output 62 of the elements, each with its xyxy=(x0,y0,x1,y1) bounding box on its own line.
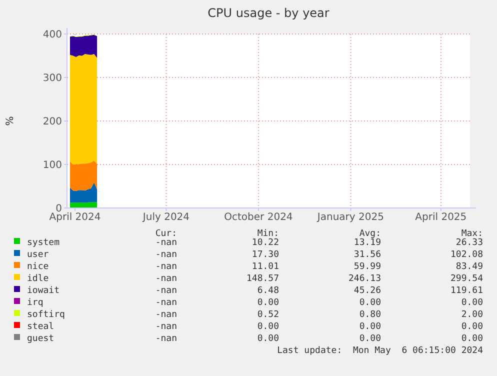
text: -nan xyxy=(155,334,177,344)
legend-label: user xyxy=(27,250,50,260)
x-tick-label: July 2024 xyxy=(142,212,190,223)
text: 31.56 xyxy=(354,250,381,260)
text: 0.00 xyxy=(359,322,381,332)
y-tick-label: 300 xyxy=(42,73,62,84)
text: 246.13 xyxy=(348,274,381,284)
x-tick-label: January 2025 xyxy=(316,212,384,223)
text: 2.00 xyxy=(461,310,483,320)
text: 0.80 xyxy=(359,310,381,320)
text: 6.48 xyxy=(257,286,279,296)
text: -nan xyxy=(155,322,177,332)
text: 0.00 xyxy=(257,298,279,308)
legend-label: system xyxy=(27,238,60,248)
y-axis-title: % xyxy=(5,116,16,126)
text: -nan xyxy=(155,250,177,260)
legend-label: idle xyxy=(27,274,49,284)
text: 83.49 xyxy=(456,262,483,272)
legend-label: steal xyxy=(27,322,54,332)
text: 10.22 xyxy=(252,238,279,248)
text: 0.00 xyxy=(257,322,279,332)
text: 0.52 xyxy=(257,310,279,320)
text: 13.19 xyxy=(354,238,381,248)
text: Max: xyxy=(461,229,483,239)
text: 0.00 xyxy=(461,322,483,332)
text: -nan xyxy=(155,310,177,320)
text: Min: xyxy=(257,229,279,239)
text: -nan xyxy=(155,238,177,248)
text: 45.26 xyxy=(354,286,381,296)
x-tick-label: April 2025 xyxy=(415,212,467,223)
text: 11.01 xyxy=(252,262,279,272)
legend-label: nice xyxy=(27,262,49,272)
text: Cur: xyxy=(155,229,177,239)
text: 0.00 xyxy=(461,334,483,344)
legend-label: irq xyxy=(27,298,44,308)
text: 26.33 xyxy=(456,238,483,248)
text: 59.99 xyxy=(354,262,381,272)
y-tick-label: 100 xyxy=(42,160,62,171)
legend-label: iowait xyxy=(27,286,60,296)
legend-label: softirq xyxy=(27,310,65,320)
text: 299.54 xyxy=(450,274,483,284)
text: 0.00 xyxy=(359,334,381,344)
text: 0.00 xyxy=(461,298,483,308)
y-tick-label: 0 xyxy=(56,204,62,214)
text: -nan xyxy=(155,262,177,272)
text: 17.30 xyxy=(252,250,279,260)
text: 148.57 xyxy=(246,274,279,284)
chart-title: CPU usage - by year xyxy=(208,6,330,20)
legend-label: guest xyxy=(27,334,54,344)
text: Last update: Mon May 6 06:15:00 2024 xyxy=(277,346,483,356)
text: -nan xyxy=(155,274,177,284)
text: -nan xyxy=(155,298,177,308)
x-tick-label: October 2024 xyxy=(224,212,293,223)
text: Avg: xyxy=(359,229,381,239)
x-tick-label: April 2024 xyxy=(49,212,101,223)
text: 0.00 xyxy=(257,334,279,344)
y-tick-label: 400 xyxy=(42,30,62,40)
text: 102.08 xyxy=(450,250,483,260)
text: 0.00 xyxy=(359,298,381,308)
text: -nan xyxy=(155,286,177,296)
y-tick-label: 200 xyxy=(42,116,62,128)
text: 119.61 xyxy=(450,286,483,296)
